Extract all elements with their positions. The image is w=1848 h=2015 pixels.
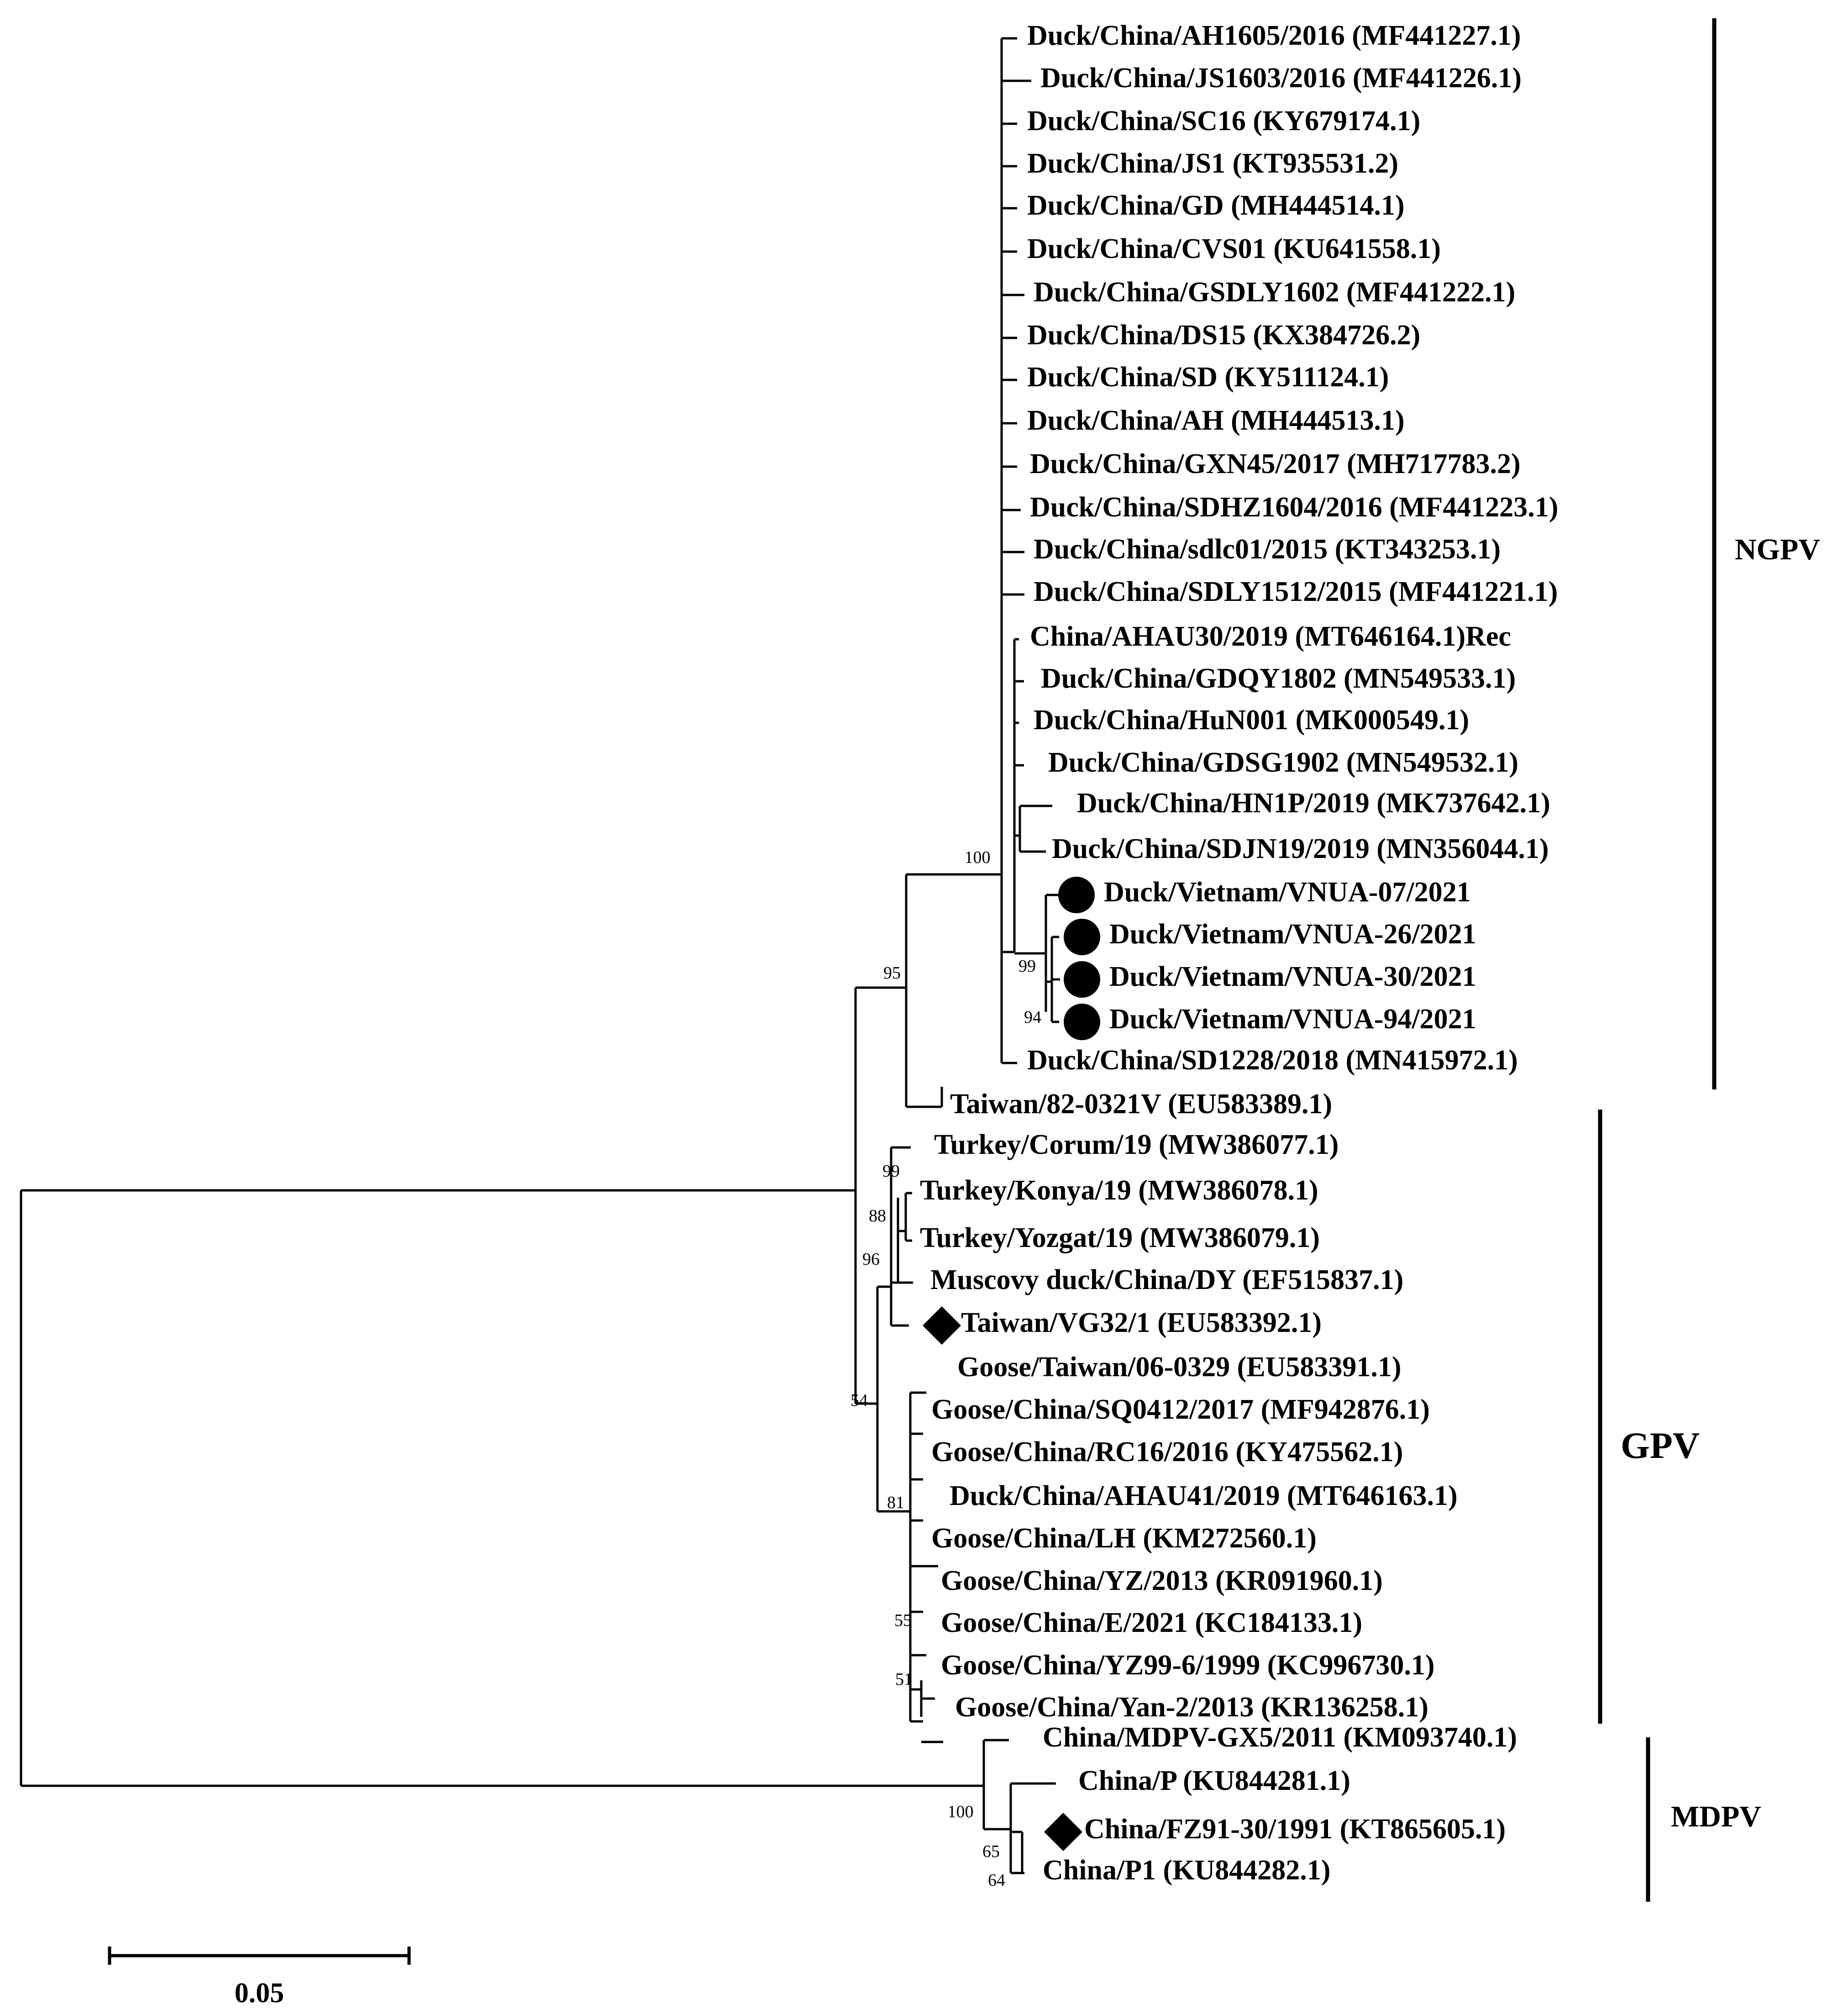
leaf-label: Goose/China/YZ/2013 (KR091960.1) [941, 1565, 1383, 1596]
clade-label-gpv: GPV [1621, 1425, 1700, 1466]
leaf-label: Goose/China/YZ99-6/1999 (KC996730.1) [941, 1650, 1435, 1681]
clade-brackets: NGPV GPV MDPV [1598, 18, 1820, 1902]
leaf-label: China/P1 (KU844282.1) [1043, 1855, 1330, 1886]
bootstrap-value: 95 [883, 963, 901, 983]
leaf-label: China/MDPV-GX5/2011 (KM093740.1) [1043, 1722, 1517, 1753]
leaf-label: Goose/China/LH (KM272560.1) [931, 1523, 1317, 1554]
leaf-label: Goose/China/SQ0412/2017 (MF942876.1) [931, 1394, 1430, 1425]
leaf-label: Goose/China/Yan-2/2013 (KR136258.1) [955, 1692, 1428, 1723]
leaf-label: Duck/China/GDQY1802 (MN549533.1) [1041, 663, 1516, 694]
bootstrap-value: 51 [895, 1670, 913, 1689]
leaf-label: Muscovy duck/China/DY (EF515837.1) [930, 1264, 1403, 1295]
sample-markers [923, 877, 1100, 1851]
leaf-label: Duck/China/JS1 (KT935531.2) [1027, 148, 1398, 179]
leaf-label: Duck/China/SDJN19/2019 (MN356044.1) [1052, 833, 1549, 864]
leaf-label: Duck/China/AHAU41/2019 (MT646163.1) [950, 1480, 1458, 1511]
tree-branches [20, 37, 1060, 1874]
leaf-label: China/P (KU844281.1) [1078, 1765, 1350, 1796]
bootstrap-values: 100 95 99 94 99 88 96 54 81 55 51 100 65 64 [850, 848, 1041, 1890]
leaf-label: Duck/Vietnam/VNUA-07/2021 [1104, 877, 1471, 908]
leaf-labels: Duck/China/AH1605/2016 (MF441227.1) Duck/… [920, 20, 1558, 1886]
vietnam-sample-circle-icon [1064, 1004, 1100, 1040]
leaf-label: Goose/Taiwan/06-0329 (EU583391.1) [957, 1352, 1402, 1383]
clade-label-mdpv: MDPV [1671, 1800, 1761, 1833]
bootstrap-value: 96 [862, 1250, 880, 1269]
leaf-label: Taiwan/VG32/1 (EU583392.1) [961, 1307, 1322, 1338]
vietnam-sample-circle-icon [1064, 919, 1100, 955]
leaf-label: Turkey/Yozgat/19 (MW386079.1) [920, 1222, 1320, 1253]
reference-strain-diamond-icon [1044, 1813, 1082, 1851]
leaf-label: Duck/China/AH1605/2016 (MF441227.1) [1027, 20, 1521, 51]
bootstrap-value: 64 [988, 1871, 1005, 1890]
bootstrap-value: 99 [882, 1162, 900, 1181]
clade-label-ngpv: NGPV [1735, 533, 1820, 566]
scale-bar-label: 0.05 [235, 1978, 284, 2009]
bootstrap-value: 94 [1024, 1008, 1041, 1027]
leaf-label: Duck/China/HN1P/2019 (MK737642.1) [1077, 788, 1550, 819]
bootstrap-value: 88 [869, 1206, 886, 1226]
bootstrap-value: 99 [1018, 957, 1036, 976]
reference-strain-diamond-icon [923, 1306, 961, 1345]
leaf-label: Duck/China/JS1603/2016 (MF441226.1) [1040, 63, 1522, 94]
leaf-label: Goose/China/E/2021 (KC184133.1) [941, 1607, 1362, 1638]
bootstrap-value: 65 [982, 1842, 1000, 1861]
leaf-label: Duck/China/DS15 (KX384726.2) [1027, 320, 1420, 351]
leaf-label: Duck/Vietnam/VNUA-94/2021 [1109, 1004, 1476, 1035]
leaf-label: Duck/China/SDLY1512/2015 (MF441221.1) [1034, 576, 1558, 607]
leaf-label: Duck/Vietnam/VNUA-26/2021 [1109, 919, 1476, 950]
leaf-label: Duck/China/AH (MH444513.1) [1027, 405, 1405, 436]
leaf-label: China/FZ91-30/1991 (KT865605.1) [1084, 1814, 1506, 1845]
leaf-label: Duck/China/GXN45/2017 (MH717783.2) [1030, 448, 1521, 479]
bootstrap-value: 54 [850, 1391, 868, 1410]
leaf-label: Duck/China/SD (KY511124.1) [1027, 362, 1389, 393]
leaf-label: Duck/Vietnam/VNUA-30/2021 [1109, 961, 1476, 992]
leaf-label: Duck/China/sdlc01/2015 (KT343253.1) [1034, 534, 1501, 565]
leaf-label: China/AHAU30/2019 (MT646164.1)Rec [1030, 621, 1511, 652]
bootstrap-value: 55 [894, 1611, 912, 1630]
leaf-label: Duck/China/GDSG1902 (MN549532.1) [1048, 747, 1518, 778]
leaf-label: Duck/China/HuN001 (MK000549.1) [1034, 705, 1469, 736]
leaf-label: Goose/China/RC16/2016 (KY475562.1) [931, 1436, 1403, 1468]
bootstrap-value: 100 [948, 1802, 974, 1821]
leaf-label: Duck/China/GSDLY1602 (MF441222.1) [1034, 277, 1515, 308]
leaf-label: Duck/China/SC16 (KY679174.1) [1027, 105, 1420, 137]
leaf-label: Turkey/Konya/19 (MW386078.1) [920, 1175, 1318, 1206]
scale-bar: 0.05 [108, 1947, 411, 2009]
leaf-label: Turkey/Corum/19 (MW386077.1) [934, 1129, 1339, 1160]
leaf-label: Duck/China/GD (MH444514.1) [1027, 190, 1405, 221]
vietnam-sample-circle-icon [1064, 961, 1100, 998]
vietnam-sample-circle-icon [1058, 877, 1095, 913]
leaf-label: Duck/China/CVS01 (KU641558.1) [1027, 233, 1441, 264]
leaf-label: Taiwan/82-0321V (EU583389.1) [950, 1089, 1332, 1120]
bootstrap-value: 100 [965, 848, 991, 867]
leaf-label: Duck/China/SDHZ1604/2016 (MF441223.1) [1030, 492, 1558, 523]
leaf-label: Duck/China/SD1228/2018 (MN415972.1) [1027, 1045, 1518, 1076]
bootstrap-value: 81 [887, 1493, 904, 1512]
